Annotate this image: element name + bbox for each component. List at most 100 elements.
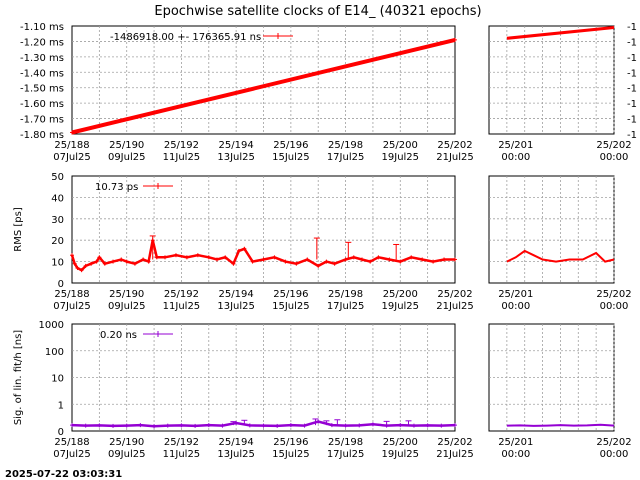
clock-zoom-ytick-label: -1: [627, 37, 637, 48]
rms-zoom-xtick-top: 25/202: [596, 289, 631, 300]
rms-ytick-label: 50: [51, 172, 64, 183]
rms-xtick-top: 25/188: [54, 289, 89, 300]
clock-ytick-label: -1.10 ms: [20, 22, 64, 33]
clock-xtick-bottom: 09Jul25: [108, 152, 146, 163]
panel-clock: -1.10 ms -1.20 ms -1.30 ms -1.40 ms -1.50 ms…: [20, 22, 637, 163]
rms-zoom-xtick-bottom: 00:00: [501, 301, 530, 312]
clock-xtick-bottom: 11Jul25: [163, 152, 201, 163]
rms-xtick-bottom: 19Jul25: [382, 301, 420, 312]
sig-xtick-top: 25/192: [164, 437, 199, 448]
sig-xtick-bottom: 07Jul25: [53, 449, 91, 460]
rms-ytick-label: 20: [51, 236, 64, 247]
sig-xtick-top: 25/190: [109, 437, 144, 448]
clock-xtick-top: 25/200: [383, 140, 418, 151]
rms-xtick-top: 25/190: [109, 289, 144, 300]
rms-zoom-xtick-top: 25/201: [498, 289, 533, 300]
sig-ytick-label: 10: [51, 374, 64, 385]
sig-legend-label: 0.20 ns: [100, 330, 137, 341]
clock-ytick-label: -1.80 ms: [20, 130, 64, 141]
clock-zoom-frame: [488, 25, 615, 135]
clock-xtick-bottom: 21Jul25: [436, 152, 474, 163]
rms-series-line: [70, 239, 455, 272]
clock-ytick-label: -1.60 ms: [20, 99, 64, 110]
rms-xtick-top: 25/198: [328, 289, 363, 300]
sig-xtick-top: 25/196: [273, 437, 308, 448]
rms-zoom-frame: [488, 175, 615, 284]
sig-ytick-label: 1000: [39, 320, 64, 331]
clock-xtick-top: 25/202: [437, 140, 472, 151]
clock-zoom-xtick-bottom: 00:00: [501, 152, 530, 163]
clock-ytick-label: -1.70 ms: [20, 115, 64, 126]
timestamp: 2025-07-22 03:03:31: [5, 469, 122, 480]
clock-zoom-ytick-label: -1: [627, 53, 637, 64]
chart-title: Epochwise satellite clocks of E14_ (4032…: [154, 4, 481, 19]
rms-xtick-top: 25/202: [437, 289, 472, 300]
sig-ytick-label: 0: [58, 427, 64, 438]
clock-zoom-ytick-label: -1: [627, 115, 637, 126]
clock-zoom-ytick-label: -1: [627, 84, 637, 95]
clock-xtick-bottom: 15Jul25: [272, 152, 310, 163]
sig-xtick-bottom: 13Jul25: [217, 449, 255, 460]
rms-xtick-bottom: 13Jul25: [217, 301, 255, 312]
rms-xtick-bottom: 17Jul25: [327, 301, 365, 312]
rms-legend-label: 10.73 ps: [95, 182, 138, 193]
clock-zoom-ytick-label: -1: [627, 22, 637, 33]
panel-sig: 0 1 10 100 1000 Sig. of lin. fit/h [ns] 25/188…: [13, 320, 632, 460]
sig-zoom-xtick-bottom: 00:00: [600, 449, 629, 460]
clock-xtick-bottom: 17Jul25: [327, 152, 365, 163]
sig-xtick-bottom: 21Jul25: [436, 449, 474, 460]
clock-xtick-top: 25/196: [273, 140, 308, 151]
sig-xtick-bottom: 11Jul25: [163, 449, 201, 460]
clock-xtick-top: 25/190: [109, 140, 144, 151]
sig-xtick-bottom: 09Jul25: [108, 449, 146, 460]
sig-xtick-top: 25/202: [437, 437, 472, 448]
rms-ytick-label: 30: [51, 215, 64, 226]
clock-zoom-series-line: [506, 26, 615, 40]
clock-xtick-top: 25/192: [164, 140, 199, 151]
rms-ytick-label: 40: [51, 193, 64, 204]
sig-xtick-bottom: 17Jul25: [327, 449, 365, 460]
rms-xtick-bottom: 15Jul25: [272, 301, 310, 312]
sig-zoom-xtick-top: 25/202: [596, 437, 631, 448]
sig-xtick-bottom: 15Jul25: [272, 449, 310, 460]
rms-xtick-bottom: 09Jul25: [108, 301, 146, 312]
clock-zoom-xtick-top: 25/201: [498, 140, 533, 151]
clock-zoom-ytick-label: -1: [627, 99, 637, 110]
clock-xtick-bottom: 13Jul25: [217, 152, 255, 163]
sig-zoom-frame: [488, 323, 615, 432]
rms-xtick-bottom: 07Jul25: [53, 301, 91, 312]
sig-xtick-top: 25/200: [383, 437, 418, 448]
clock-xtick-top: 25/188: [54, 140, 89, 151]
sig-xtick-top: 25/188: [54, 437, 89, 448]
clock-xtick-bottom: 19Jul25: [382, 152, 420, 163]
sig-ytick-label: 1: [58, 400, 64, 411]
sig-zoom-xtick-bottom: 00:00: [501, 449, 530, 460]
sig-ylabel: Sig. of lin. fit/h [ns]: [13, 330, 24, 425]
rms-xtick-bottom: 21Jul25: [436, 301, 474, 312]
sig-zoom-xtick-top: 25/201: [498, 437, 533, 448]
clock-ytick-label: -1.40 ms: [20, 68, 64, 79]
sig-xtick-bottom: 19Jul25: [382, 449, 420, 460]
clock-ytick-label: -1.50 ms: [20, 84, 64, 95]
clock-zoom-xtick-bottom: 00:00: [600, 152, 629, 163]
clock-xtick-top: 25/194: [219, 140, 254, 151]
rms-xtick-top: 25/192: [164, 289, 199, 300]
clock-xtick-bottom: 07Jul25: [53, 152, 91, 163]
clock-ytick-label: -1.20 ms: [20, 37, 64, 48]
clock-ytick-label: -1.30 ms: [20, 53, 64, 64]
sig-zoom-series-line: [506, 423, 615, 427]
rms-xtick-bottom: 11Jul25: [163, 301, 201, 312]
rms-xtick-top: 25/194: [219, 289, 254, 300]
sig-xtick-top: 25/198: [328, 437, 363, 448]
sig-xtick-top: 25/194: [219, 437, 254, 448]
clock-xtick-top: 25/198: [328, 140, 363, 151]
rms-xtick-top: 25/200: [383, 289, 418, 300]
clock-legend-label: -1486918.00 +- 176365.91 ns: [110, 32, 261, 43]
rms-ytick-label: 10: [51, 258, 64, 269]
clock-zoom-ytick-label: -1: [627, 130, 637, 141]
sig-ytick-label: 100: [45, 347, 64, 358]
rms-ytick-label: 0: [58, 279, 64, 290]
rms-xtick-top: 25/196: [273, 289, 308, 300]
